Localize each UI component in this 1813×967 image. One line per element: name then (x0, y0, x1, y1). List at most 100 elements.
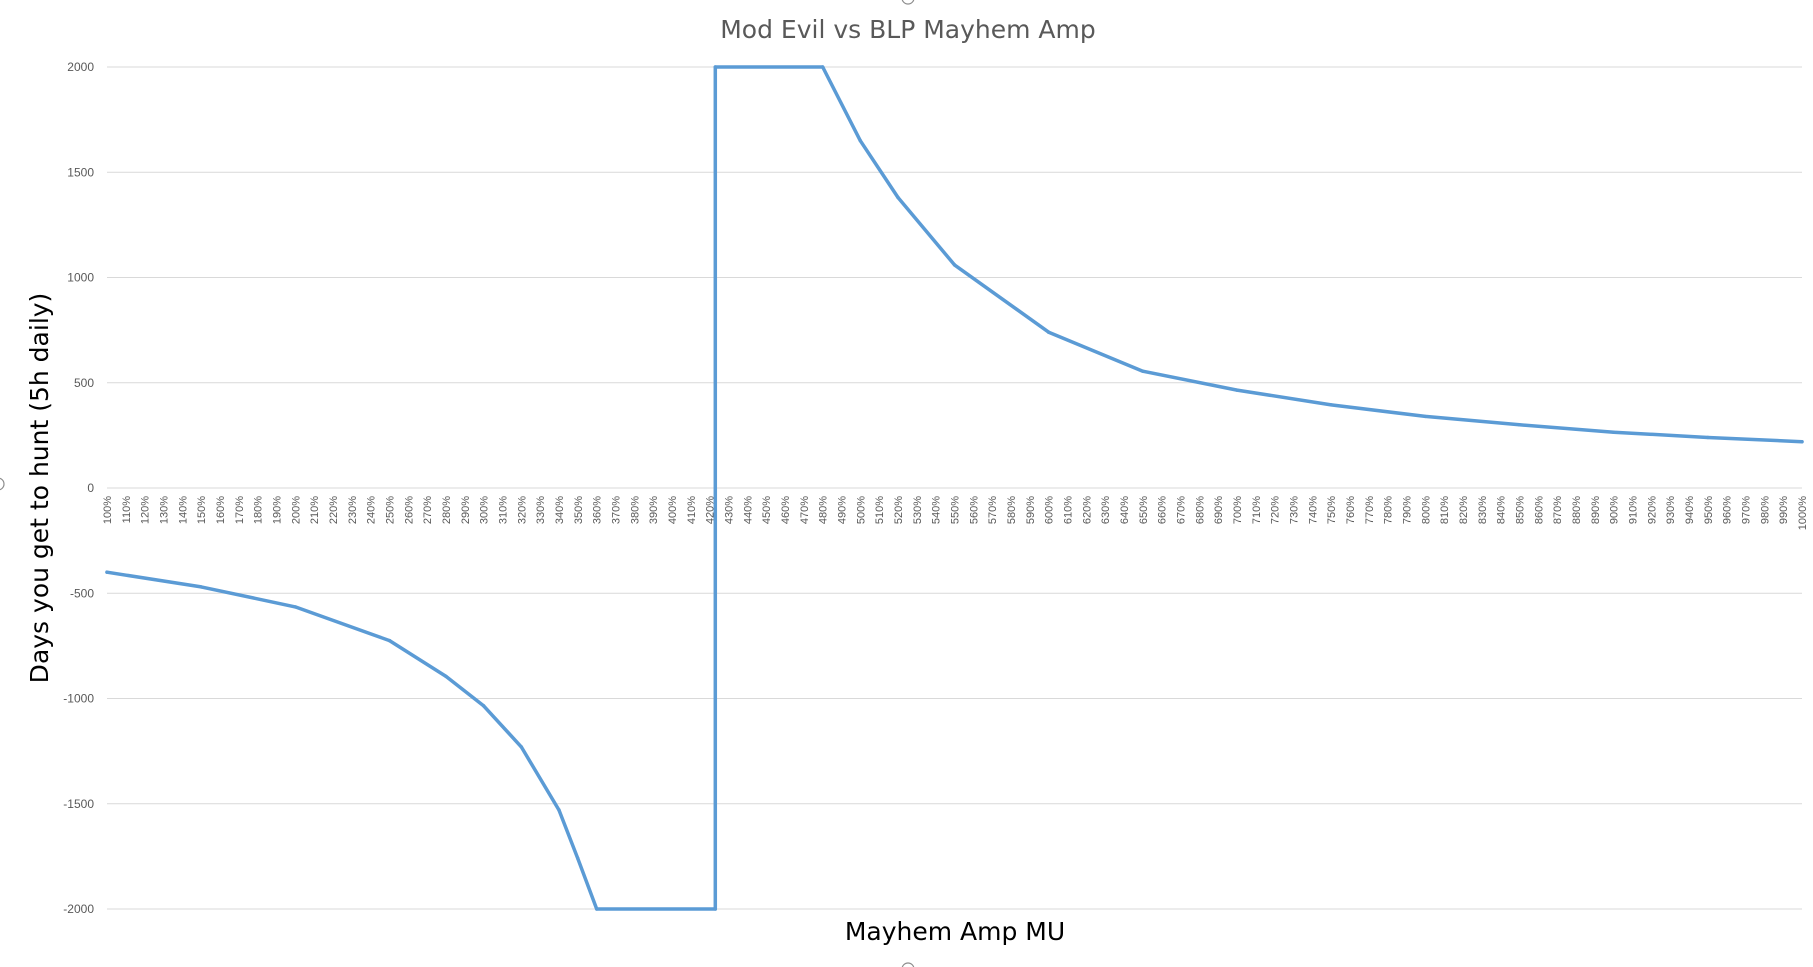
x-tick-label: 350% (573, 496, 585, 524)
x-tick-label: 980% (1759, 496, 1771, 524)
x-tick-label: 330% (535, 496, 547, 524)
x-tick-label: 360% (592, 496, 604, 524)
x-tick-label: 630% (1100, 496, 1112, 524)
x-tick-label: 880% (1571, 496, 1583, 524)
y-tick-label: 1500 (67, 165, 94, 179)
data-point (557, 808, 561, 812)
x-tick-label: 470% (799, 496, 811, 524)
x-tick-label: 220% (328, 496, 340, 524)
x-tick-label: 700% (1232, 496, 1244, 524)
x-tick-label: 620% (1081, 496, 1093, 524)
x-tick-label: 580% (1006, 496, 1018, 524)
x-tick-label: 540% (931, 496, 943, 524)
x-tick-label: 760% (1345, 496, 1357, 524)
y-axis-ticks: 2000 1500 1000 500 0 -500 -1000 -1500 -2000 (63, 60, 94, 916)
selection-handle-left[interactable] (0, 477, 5, 491)
x-tick-label: 850% (1515, 496, 1527, 524)
x-tick-label: 500% (855, 496, 867, 524)
data-point (444, 674, 448, 679)
data-point (576, 856, 580, 861)
x-tick-label: 140% (177, 496, 189, 524)
x-tick-label: 340% (554, 496, 566, 524)
x-tick-label: 370% (611, 496, 623, 524)
x-tick-label: 200% (290, 496, 302, 524)
x-tick-label: 810% (1439, 496, 1451, 524)
x-tick-label: 890% (1590, 496, 1602, 524)
x-tick-label: 900% (1609, 496, 1621, 524)
x-tick-label: 120% (140, 496, 152, 524)
x-tick-label: 600% (1044, 496, 1056, 524)
x-tick-label: 400% (667, 496, 679, 524)
x-tick-label: 240% (366, 496, 378, 524)
x-tick-label: 610% (1063, 496, 1075, 524)
data-point (952, 263, 957, 267)
x-tick-label: 660% (1157, 496, 1169, 524)
selection-handle-bottom[interactable] (901, 962, 915, 967)
x-tick-label: 560% (968, 496, 980, 524)
x-tick-label: 410% (686, 496, 698, 524)
data-point (820, 65, 825, 69)
x-tick-label: 180% (253, 496, 265, 524)
data-point (1329, 403, 1333, 407)
data-point (481, 704, 486, 708)
y-tick-label: 500 (74, 376, 94, 390)
x-tick-label: 730% (1289, 496, 1301, 524)
x-tick-label: 160% (215, 496, 227, 524)
data-point (199, 585, 203, 589)
x-tick-label: 780% (1383, 496, 1395, 524)
x-tick-label: 840% (1496, 496, 1508, 524)
data-point (713, 65, 718, 69)
data-point (1800, 439, 1804, 444)
chart-title: Mod Evil vs BLP Mayhem Amp (720, 15, 1096, 44)
x-tick-label: 750% (1326, 496, 1338, 524)
data-point (1141, 369, 1145, 373)
x-tick-label: 130% (159, 496, 171, 524)
data-point (1611, 430, 1616, 434)
y-tick-label: -1500 (63, 797, 94, 811)
data-point (858, 138, 863, 143)
x-tick-label: 870% (1552, 496, 1564, 524)
x-tick-label: 710% (1251, 496, 1263, 524)
x-tick-label: 230% (347, 496, 359, 524)
x-tick-label: 590% (1025, 496, 1037, 524)
x-tick-label: 910% (1628, 496, 1640, 524)
x-tick-label: 930% (1665, 496, 1677, 524)
x-tick-label: 150% (196, 496, 208, 524)
x-tick-label: 300% (479, 496, 491, 524)
x-tick-label: 830% (1477, 496, 1489, 524)
data-point (594, 907, 599, 911)
x-tick-label: 320% (516, 496, 528, 524)
x-tick-label: 170% (234, 496, 246, 524)
x-tick-label: 820% (1458, 496, 1470, 524)
x-tick-label: 970% (1741, 496, 1753, 524)
x-tick-label: 670% (1176, 496, 1188, 524)
data-point (519, 745, 524, 749)
x-tick-label: 740% (1307, 496, 1319, 524)
y-tick-label: -2000 (63, 902, 94, 916)
data-point (1517, 423, 1522, 427)
y-tick-label: 2000 (67, 60, 94, 74)
x-tick-label: 550% (950, 496, 962, 524)
x-tick-label: 290% (460, 496, 472, 524)
x-tick-label: 530% (912, 496, 924, 524)
x-tick-label: 250% (385, 496, 397, 524)
x-axis-ticks: 100% 110% 120% 130% 140% 150% 160% 170% 180% 190%… (102, 496, 1809, 530)
x-tick-label: 950% (1703, 496, 1715, 524)
x-tick-label: 210% (309, 496, 321, 524)
x-tick-label: 960% (1722, 496, 1734, 524)
x-tick-label: 110% (121, 496, 133, 524)
x-tick-label: 860% (1533, 496, 1545, 524)
x-tick-label: 440% (742, 496, 754, 524)
data-point (293, 605, 298, 609)
y-tick-label: 1000 (67, 271, 94, 285)
data-point (896, 195, 900, 200)
x-tick-label: 450% (761, 496, 773, 524)
x-tick-label: 490% (837, 496, 849, 524)
x-tick-label: 690% (1213, 496, 1225, 524)
x-tick-label: 920% (1646, 496, 1658, 524)
x-tick-label: 460% (780, 496, 792, 524)
selection-handle-top[interactable] (901, 0, 915, 5)
x-tick-label: 640% (1119, 496, 1131, 524)
x-tick-label: 480% (818, 496, 830, 524)
